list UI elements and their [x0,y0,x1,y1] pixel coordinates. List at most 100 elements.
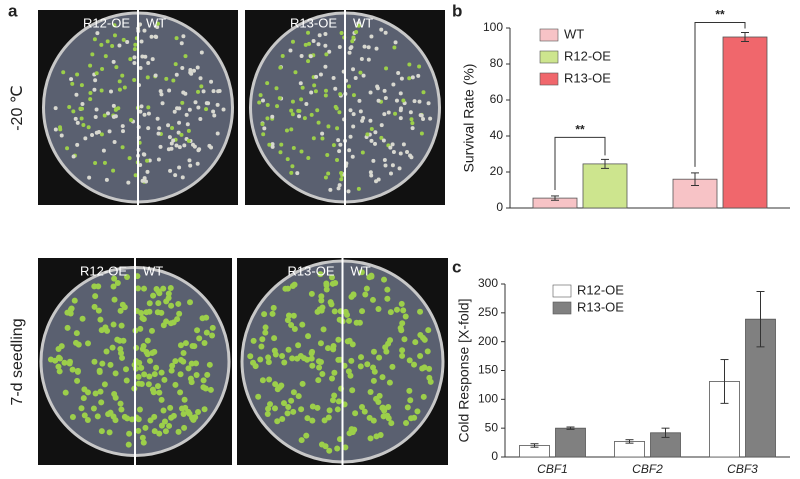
seedling [280,54,285,59]
seedling [336,186,341,191]
seedling [120,124,125,129]
seedling [304,102,309,107]
seedling [201,89,206,94]
photo-label: R13-OE [290,15,337,30]
seedling [346,84,351,89]
seedling [69,366,76,373]
seedling [160,101,165,106]
seedling [150,292,157,299]
seedling [104,327,111,334]
seedling [199,84,204,89]
seedling [124,274,131,281]
seedling [172,358,179,365]
seedling [323,282,330,289]
seedling [136,406,143,413]
seedling [262,126,267,131]
seedling [397,324,404,331]
error-bar [741,32,749,42]
seedling [417,64,422,69]
seedling [158,396,165,403]
seedling [387,309,394,316]
seedling [59,133,64,138]
seedling [145,158,150,163]
seedling [83,136,88,141]
seedling [145,381,152,388]
seedling [334,445,341,452]
seedling [107,129,112,134]
seedling [75,120,80,125]
seedling [390,142,395,147]
seedling [295,393,302,400]
seedling [385,404,392,411]
seedling [361,115,366,120]
seedling [295,171,300,176]
seedling [92,293,99,300]
seedling [182,143,187,148]
seedling [109,344,116,351]
y-axis-label: Survival Rate (%) [461,64,477,173]
seedling [179,41,184,46]
seedling [271,347,278,354]
seedling [419,113,424,118]
seedling [125,441,132,448]
seedling [326,171,331,176]
photo-label: R13-OE [288,263,335,278]
seedling [324,52,329,57]
seedling [180,349,187,356]
seedling [90,52,95,57]
seedling [215,131,220,136]
seedling [143,54,148,59]
seedling [73,116,78,121]
seedling [175,300,182,307]
bar [582,163,628,209]
seedling [177,106,182,111]
seedling [275,104,280,109]
seedling [113,114,118,119]
seedling [298,406,305,413]
seedling [420,393,427,400]
seedling [371,158,376,163]
seedling [73,330,80,337]
seedling [258,93,263,98]
seedling [318,72,323,77]
seedling [255,393,262,400]
seedling [147,357,154,364]
seedling [74,92,79,97]
seedling [250,359,257,366]
seedling [92,37,97,42]
seedling [299,97,304,102]
seedling [174,36,179,41]
seedling [314,74,319,79]
legend-swatch [539,50,559,64]
seedling [132,55,137,60]
seedling [265,359,272,366]
seedling [101,381,108,388]
seedling [80,395,87,402]
seedling [318,441,325,448]
seedling [288,397,295,404]
seedling [139,104,144,109]
seedling [384,66,389,71]
seedling [327,299,334,306]
legend-label: R12-OE [577,282,624,297]
seedling [382,158,387,163]
seedling [290,39,295,44]
seedling [167,404,174,411]
seedling [408,110,413,115]
seedling [358,269,365,276]
seedling [171,138,176,143]
seedling [284,410,291,417]
seedling [274,86,279,91]
seedling [388,420,395,427]
seedling [69,77,74,82]
seedling [118,406,125,413]
seedling [294,355,301,362]
seedling [424,348,431,355]
seedling [120,73,125,78]
seedling [320,136,325,141]
seedling [141,285,148,292]
seedling [160,285,167,292]
seedling [61,70,66,75]
seedling [269,310,276,317]
seedling [195,65,200,70]
